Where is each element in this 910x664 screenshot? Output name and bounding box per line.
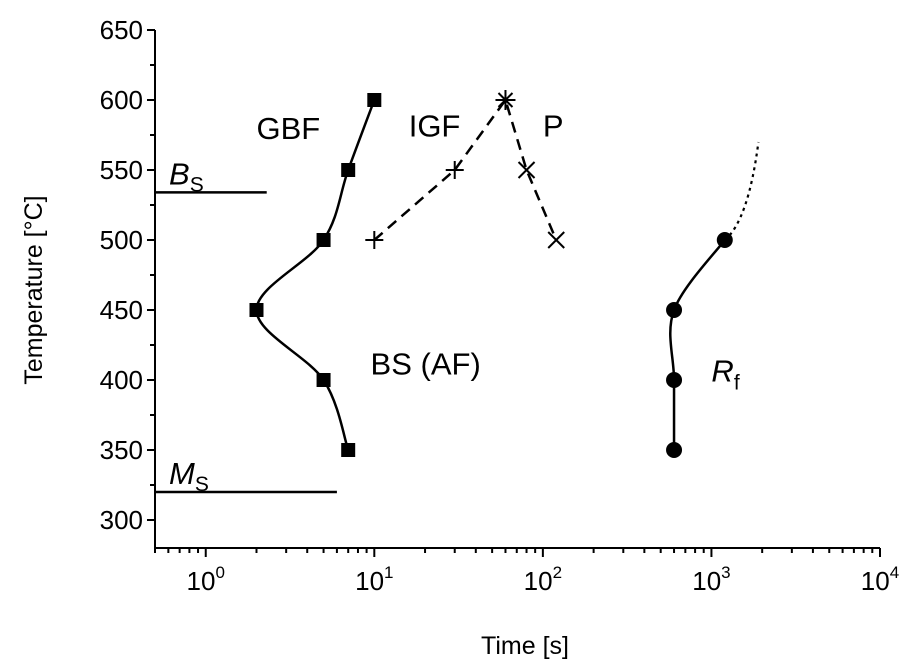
annotation-label: GBF	[256, 111, 320, 146]
gbf-bs-curve	[255, 99, 376, 451]
square-marker	[341, 163, 356, 177]
annotations: BS MS GBF IGF P BS (AF) Rf	[155, 108, 740, 496]
y-tick-label: 350	[100, 435, 143, 465]
square-marker	[341, 443, 356, 457]
cross-marker	[517, 161, 536, 179]
labels: Time [s] Temperature [°C]	[20, 195, 569, 660]
plus-marker	[445, 161, 464, 179]
y-tick-label: 550	[100, 155, 143, 185]
annotation-label: Rf	[711, 353, 739, 394]
x-tick-label: 102	[524, 563, 562, 596]
y-tick-label: 400	[100, 365, 143, 395]
circle-marker	[666, 442, 683, 458]
annotation-label: IGF	[409, 108, 461, 143]
circle-marker	[666, 302, 683, 318]
x-tick-label: 101	[355, 563, 393, 596]
square-marker	[316, 233, 331, 247]
annotation-label: P	[543, 108, 564, 143]
cross-marker	[547, 231, 565, 249]
y-axis-title: Temperature [°C]	[20, 195, 48, 384]
igf-p-dashed-curve	[373, 97, 558, 241]
reference-line-label: MS	[169, 456, 209, 496]
x-tick-label: 100	[187, 563, 225, 596]
square-marker	[316, 373, 331, 387]
circle-marker	[716, 232, 733, 248]
plus-marker	[365, 231, 384, 249]
reference-line-label: BS	[169, 156, 204, 196]
x-axis-title: Time [s]	[481, 632, 569, 660]
circle-marker	[666, 372, 683, 388]
y-tick-label: 300	[100, 505, 143, 535]
square-marker	[249, 303, 264, 317]
y-tick-label: 600	[100, 85, 143, 115]
axes: 300 350 400 450 500 550 600 650 100 101 102 103 104	[100, 15, 900, 596]
x-tick-label: 104	[861, 563, 899, 596]
square-marker	[367, 93, 382, 107]
series-layer	[249, 90, 760, 458]
annotation-label: BS (AF)	[371, 346, 481, 381]
y-tick-label: 650	[100, 15, 143, 45]
x-tick-label: 103	[692, 563, 730, 596]
star-marker	[495, 90, 516, 110]
y-tick-label: 450	[100, 295, 143, 325]
y-tick-label: 500	[100, 225, 143, 255]
rf-curve	[669, 239, 726, 450]
rf-dotted-extension	[724, 141, 760, 241]
